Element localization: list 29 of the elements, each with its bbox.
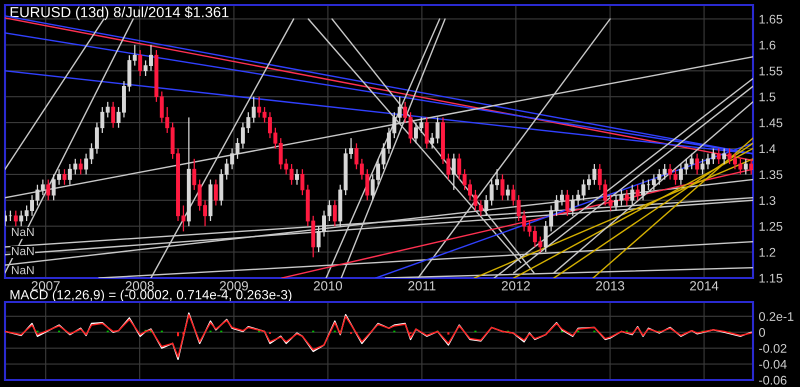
chart-title: EURUSD (13d) 8/Jul/2014 $1.361 (10, 6, 228, 20)
chart-title: MACD (12,26,9) = (-0.0002, 0.714e-4, 0.263e-3) (10, 290, 292, 302)
y-tick-label: 1.4 (760, 144, 776, 154)
annotation: NaN (12, 228, 34, 236)
x-tick-label: 2011 (408, 281, 436, 290)
y-tick-label: 1.15 (760, 274, 782, 283)
annotation: NaN (12, 266, 34, 274)
y-tick-label: 1.2 (760, 248, 776, 257)
y-tick-label: 0 (759, 328, 766, 337)
y-tick-label: 1.65 (760, 14, 782, 24)
x-tick-label: 2007 (32, 281, 60, 290)
y-tick-label: 1.55 (760, 66, 782, 76)
annotation: NaN (12, 246, 34, 256)
x-tick-label: 2013 (596, 281, 624, 290)
y-tick-label: 1.3 (760, 196, 776, 205)
x-tick-label: 2008 (126, 281, 154, 290)
y-tick-label: 1.25 (760, 222, 782, 231)
y-tick-label: -0.06 (759, 376, 786, 385)
y-tick-label: 1.45 (760, 118, 782, 128)
y-tick-label: 1.5 (760, 92, 776, 102)
y-tick-label: 1.35 (760, 170, 782, 180)
y-tick-label: 1.6 (760, 40, 776, 50)
x-tick-label: 2010 (314, 281, 342, 290)
y-tick-label: -0.02 (759, 344, 786, 353)
y-tick-label: 0.2e-1 (759, 312, 794, 321)
x-tick-label: 2009 (220, 281, 248, 290)
x-tick-label: 2012 (502, 281, 530, 290)
y-tick-label: -0.04 (759, 360, 787, 369)
x-tick-label: 2014 (690, 281, 718, 290)
